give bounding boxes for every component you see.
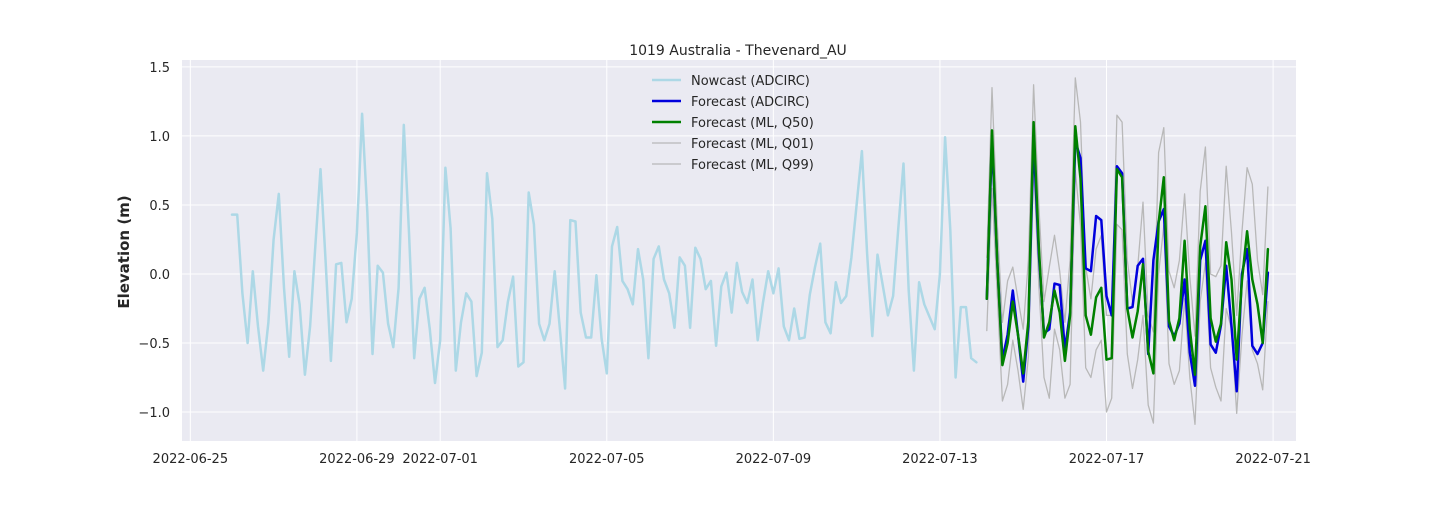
- series-layer: [230, 77, 1270, 426]
- legend: Nowcast (ADCIRC) Forecast (ADCIRC) Forecas…: [652, 74, 814, 173]
- y-tick-label: 1.5: [149, 61, 170, 76]
- y-axis-label: Elevation (m): [115, 195, 133, 308]
- x-tick-label: 2022-07-05: [569, 452, 645, 467]
- legend-label: Forecast (ADCIRC): [691, 95, 810, 110]
- y-tick-label: 0.0: [149, 268, 170, 283]
- x-tick-label: 2022-07-09: [736, 452, 812, 467]
- y-tick-label: 1.0: [149, 130, 170, 145]
- legend-label: Forecast (ML, Q99): [691, 158, 814, 173]
- chart-title: 1019 Australia - Thevenard_AU: [629, 43, 847, 59]
- legend-label: Forecast (ML, Q01): [691, 137, 814, 152]
- x-axis: 2022-06-25 2022-06-29 2022-07-01 2022-07-05…: [153, 452, 1311, 467]
- x-tick-label: 2022-07-01: [402, 452, 478, 467]
- x-tick-label: 2022-07-21: [1235, 452, 1311, 467]
- x-tick-label: 2022-06-25: [153, 452, 229, 467]
- y-tick-label: 0.5: [149, 199, 170, 214]
- series-line-forecast-ml-q99: [986, 77, 1269, 337]
- series-line-nowcast-adcirc: [230, 112, 978, 390]
- y-tick-label: −0.5: [138, 337, 170, 352]
- series-line-forecast-ml-q50: [985, 120, 1270, 376]
- legend-label: Nowcast (ADCIRC): [691, 74, 810, 89]
- x-tick-label: 2022-06-29: [319, 452, 395, 467]
- x-tick-label: 2022-07-13: [902, 452, 978, 467]
- x-tick-label: 2022-07-17: [1069, 452, 1145, 467]
- legend-label: Forecast (ML, Q50): [691, 116, 814, 131]
- y-axis: 1.5 1.0 0.5 0.0 −0.5 −1.0: [138, 61, 170, 421]
- y-tick-label: −1.0: [138, 406, 170, 421]
